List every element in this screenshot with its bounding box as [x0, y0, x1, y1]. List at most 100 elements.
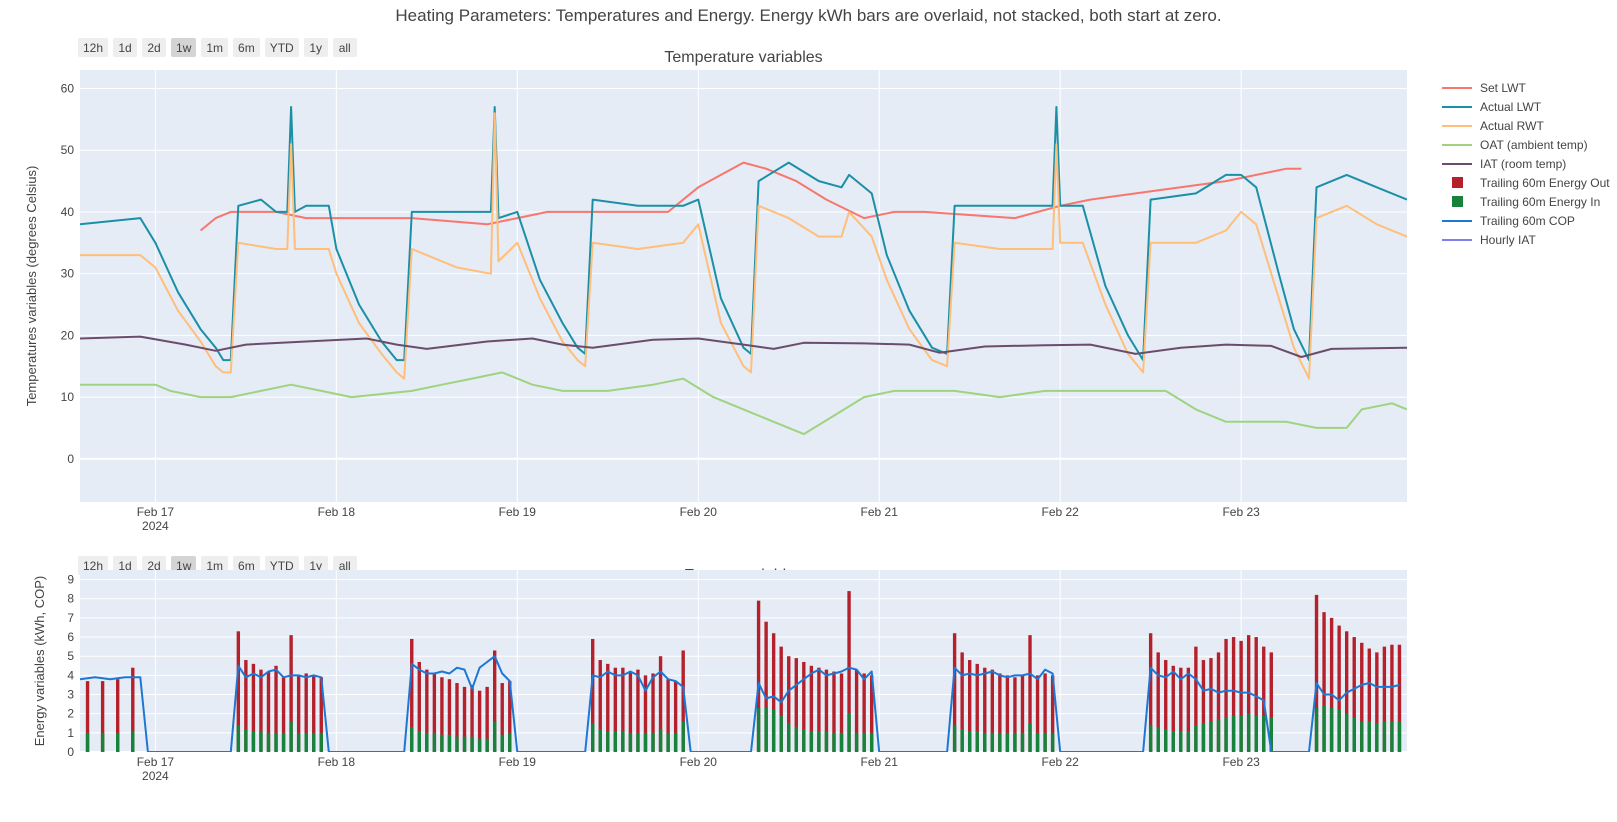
bar-energy-in [85, 732, 90, 752]
bar-energy-in [598, 729, 602, 752]
bar-energy-out [100, 681, 105, 752]
bar-energy-out [1360, 642, 1364, 752]
y-tick-label: 60 [61, 82, 75, 96]
legend-swatch [1440, 139, 1474, 151]
bar-energy-out [862, 673, 866, 752]
x-tick-label: Feb 23 [1222, 755, 1260, 769]
legend-label: Trailing 60m COP [1480, 213, 1575, 228]
bar-energy-out [289, 635, 293, 752]
bar-energy-in [485, 738, 489, 752]
bar-energy-in [1209, 721, 1213, 752]
legend-label: Trailing 60m Energy In [1480, 194, 1601, 209]
range-button-ytd[interactable]: YTD [264, 38, 299, 57]
range-button-all[interactable]: all [332, 38, 357, 57]
bar-energy-in [244, 729, 248, 752]
legend-swatch [1440, 101, 1474, 113]
legend-label: Actual LWT [1480, 99, 1542, 114]
bar-energy-in [447, 734, 452, 752]
bar-energy-out [779, 646, 783, 752]
bar-energy-out [477, 690, 482, 752]
bar-energy-out [236, 631, 241, 752]
line-actual-rwt [80, 112, 1407, 380]
x-tick-year-label: 2024 [142, 519, 169, 533]
line-actual-lwt [80, 106, 1407, 362]
bar-energy-in [787, 723, 791, 752]
bar-energy-in [658, 729, 663, 752]
range-button-1m[interactable]: 1m [201, 38, 229, 57]
bar-energy-out [1186, 667, 1191, 752]
bar-energy-out [116, 679, 120, 752]
bar-energy-out [1397, 644, 1402, 752]
bar-energy-in [1337, 709, 1341, 752]
legend-item-hourly-iat[interactable]: Hourly IAT [1440, 230, 1610, 249]
bar-energy-in [764, 707, 768, 752]
bar-energy-in [1186, 730, 1191, 752]
bar-energy-out [606, 663, 610, 752]
legend-swatch-mark [1442, 105, 1472, 108]
bar-energy-in [1382, 721, 1387, 752]
y-tick-label: 8 [67, 592, 74, 606]
range-button-1y[interactable]: 1y [303, 38, 328, 57]
legend-label: Hourly IAT [1480, 232, 1536, 247]
bar-energy-in [410, 727, 414, 752]
bar-energy-in [319, 732, 323, 752]
x-tick-label: Feb 23 [1222, 505, 1260, 519]
y-tick-label: 50 [61, 143, 75, 157]
range-button-12h[interactable]: 12h [78, 38, 109, 57]
bar-energy-in [281, 732, 286, 752]
bar-energy-out [319, 677, 323, 752]
bar-energy-out [1171, 665, 1175, 752]
bar-energy-out [432, 673, 437, 752]
bar-energy-in [1344, 713, 1349, 752]
x-tick-label: Feb 21 [861, 755, 899, 769]
legend-label: IAT (room temp) [1480, 156, 1567, 171]
bar-energy-out [998, 673, 1002, 752]
legend-item-energy-in[interactable]: Trailing 60m Energy In [1440, 192, 1610, 211]
legend-swatch [1440, 234, 1474, 246]
y-tick-label: 40 [61, 205, 75, 219]
bar-energy-in [1043, 732, 1047, 752]
bar-energy-out [764, 621, 768, 752]
bar-energy-out [85, 681, 90, 752]
bar-energy-out [1352, 637, 1356, 752]
x-tick-label: Feb 17 [137, 505, 175, 519]
bar-energy-in [1314, 707, 1319, 752]
bar-energy-in [771, 709, 776, 752]
bar-energy-in [952, 725, 957, 752]
bar-energy-in [432, 732, 437, 752]
legend-item-set-lwt[interactable]: Set LWT [1440, 78, 1610, 97]
y-tick-label: 1 [67, 726, 74, 740]
legend-item-energy-out[interactable]: Trailing 60m Energy Out [1440, 173, 1610, 192]
bar-energy-out [492, 650, 497, 752]
legend-item-oat[interactable]: OAT (ambient temp) [1440, 135, 1610, 154]
legend-swatch [1440, 82, 1474, 94]
bar-energy-in [1171, 730, 1175, 752]
bar-energy-out [1194, 646, 1198, 752]
bar-energy-out [809, 665, 814, 752]
bar-energy-out [636, 669, 640, 752]
y-tick-label: 0 [67, 452, 74, 466]
plot-background [80, 70, 1407, 502]
bar-energy-in [1201, 723, 1206, 752]
x-tick-label: Feb 19 [499, 505, 537, 519]
bar-energy-in [131, 730, 135, 752]
bar-energy-out [1367, 648, 1371, 752]
bar-energy-out [643, 675, 648, 752]
legend-item-actual-lwt[interactable]: Actual LWT [1440, 97, 1610, 116]
bar-energy-in [296, 732, 301, 752]
y-axis-title: Temperatures variables (degrees Celsius) [24, 166, 39, 407]
legend-item-cop[interactable]: Trailing 60m COP [1440, 211, 1610, 230]
legend-item-iat[interactable]: IAT (room temp) [1440, 154, 1610, 173]
range-button-1d[interactable]: 1d [113, 38, 138, 57]
range-button-2d[interactable]: 2d [142, 38, 167, 57]
range-button-1w[interactable]: 1w [171, 38, 197, 57]
bar-energy-out [1209, 658, 1213, 752]
range-button-6m[interactable]: 6m [233, 38, 260, 57]
bar-energy-in [990, 732, 995, 752]
bar-energy-out [1148, 633, 1153, 752]
legend-item-actual-rwt[interactable]: Actual RWT [1440, 116, 1610, 135]
bar-energy-in [809, 730, 814, 752]
bar-energy-in [312, 732, 316, 752]
